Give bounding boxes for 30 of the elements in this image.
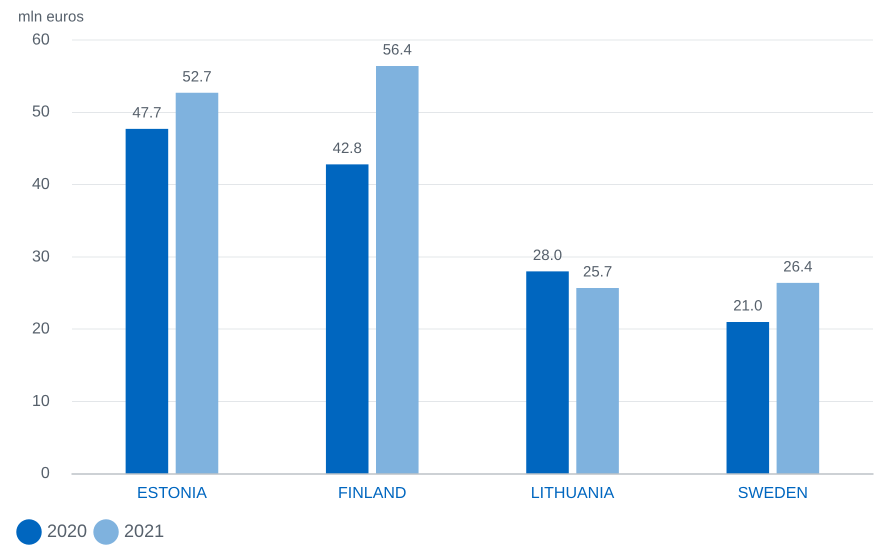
bar	[176, 92, 218, 474]
x-tick-label: ESTONIA	[136, 484, 208, 502]
x-tick-label: LITHUANIA	[530, 484, 615, 502]
y-tick-label: 50	[32, 104, 50, 121]
bar	[376, 66, 419, 474]
y-tick-label: 40	[32, 176, 50, 194]
bar	[776, 282, 820, 474]
data-label: 21.0	[733, 298, 762, 315]
y-tick-label: 20	[32, 320, 50, 338]
data-label: 25.7	[582, 264, 612, 281]
bar	[576, 288, 619, 474]
bar	[126, 128, 168, 474]
data-label: 26.4	[783, 258, 812, 276]
legend-label: 2020	[47, 520, 88, 541]
data-label: 52.7	[182, 68, 212, 86]
y-tick-label: 60	[32, 31, 50, 48]
data-label: 42.8	[332, 140, 362, 157]
legend-label: 2021	[124, 520, 164, 541]
x-tick-label: SWEDEN	[738, 484, 808, 502]
data-label: 28.0	[532, 247, 562, 264]
bar	[326, 164, 368, 474]
y-tick-label: 0	[40, 465, 50, 482]
y-axis-title: mln euros	[18, 8, 84, 26]
data-label: 56.4	[382, 42, 412, 59]
bar	[526, 271, 569, 474]
y-tick-label: 30	[32, 248, 50, 266]
data-label: 47.7	[132, 104, 162, 122]
x-tick-label: FINLAND	[338, 484, 406, 502]
bar	[726, 322, 770, 474]
y-tick-label: 10	[32, 392, 50, 410]
